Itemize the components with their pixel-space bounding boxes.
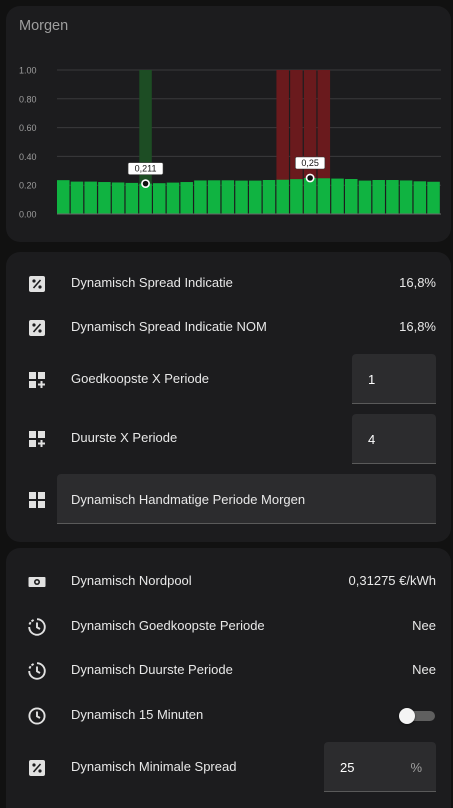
spread-indicator-nom-value: 16,8% <box>399 319 436 334</box>
expensive-period-marker <box>290 70 303 214</box>
price-bar <box>221 180 235 214</box>
cheapest-x-period-label: Goedkoopste X Periode <box>71 371 210 386</box>
spread-indicator-label: Dynamisch Spread Indicatie <box>71 275 233 290</box>
spread-indicator-nom-label: Dynamisch Spread Indicatie NOM <box>71 319 267 334</box>
expensive-x-period-label: Duurste X Periode <box>71 430 178 445</box>
price-bar <box>358 180 372 214</box>
clock-outline-icon <box>28 707 46 725</box>
annotation-point <box>305 173 315 183</box>
price-bar <box>180 182 193 214</box>
expensive-x-period-row: Duurste X Periode <box>6 417 451 461</box>
price-bar <box>98 182 111 214</box>
spread-indicator-row[interactable]: Dynamisch Spread Indicatie 16,8% <box>6 262 451 306</box>
expensive-x-period-value: 4 <box>368 432 376 447</box>
price-bar <box>276 179 289 214</box>
cheapest-period-label: Dynamisch Goedkoopste Periode <box>71 618 265 633</box>
quarter-hour-label: Dynamisch 15 Minuten <box>71 707 204 722</box>
cheapest-period-row[interactable]: Dynamisch Goedkoopste Periode Nee <box>6 605 451 649</box>
cheapest-period-marker <box>139 70 152 214</box>
min-spread-row: Dynamisch Minimale Spread <box>6 746 451 790</box>
annotation-label-box <box>295 156 326 170</box>
manual-period-row <box>6 478 451 522</box>
annotation-label-box <box>127 162 164 175</box>
nordpool-row[interactable]: Dynamisch Nordpool 0,31275 €/kWh <box>6 560 451 604</box>
nordpool-value: 0,31275 €/kWh <box>348 573 436 588</box>
price-bar <box>386 180 399 214</box>
cash-icon <box>28 577 46 587</box>
expensive-period-label: Dynamisch Duurste Periode <box>71 662 233 677</box>
y-tick-label: 0.20 <box>19 181 37 191</box>
cheapest-x-period-input[interactable]: 1 <box>352 354 436 404</box>
price-bar <box>111 182 125 214</box>
settings-card: Dynamisch Spread Indicatie 16,8% Dynamis… <box>6 252 451 542</box>
price-bar <box>399 180 413 214</box>
view-grid-plus-icon <box>29 372 45 388</box>
view-grid-plus-icon <box>29 431 45 447</box>
expensive-x-period-input[interactable]: 4 <box>352 414 436 464</box>
percent-box-icon <box>29 760 45 776</box>
toggle-track <box>405 711 435 721</box>
price-bar <box>331 178 344 214</box>
annotation-label: 0,211 <box>135 164 157 174</box>
cheapest-x-period-value: 1 <box>368 372 376 387</box>
price-bar <box>194 180 207 214</box>
expensive-period-marker <box>276 70 289 214</box>
y-tick-label: 1.00 <box>19 66 37 76</box>
status-card: Dynamisch Nordpool 0,31275 €/kWh Dynamis… <box>6 548 451 808</box>
y-tick-label: 0.00 <box>19 210 37 220</box>
price-bar <box>317 178 331 214</box>
price-bar <box>427 181 440 214</box>
manual-period-select[interactable]: Dynamisch Handmatige Periode Morgen <box>57 474 436 524</box>
quarter-hour-toggle[interactable] <box>399 708 435 724</box>
quarter-hour-row: Dynamisch 15 Minuten <box>6 694 451 738</box>
expensive-period-row[interactable]: Dynamisch Duurste Periode Nee <box>6 649 451 693</box>
expensive-period-marker <box>317 70 331 214</box>
y-tick-label: 0.60 <box>19 123 37 133</box>
price-bar <box>372 180 385 214</box>
price-bar <box>262 180 276 214</box>
timer-sand-icon <box>28 662 46 680</box>
annotation-label: 0,25 <box>301 158 319 168</box>
percent-box-icon <box>29 276 45 292</box>
manual-period-label: Dynamisch Handmatige Periode Morgen <box>71 492 306 507</box>
price-bar <box>139 183 152 214</box>
spread-indicator-value: 16,8% <box>399 275 436 290</box>
price-bar <box>125 182 139 214</box>
price-bar <box>70 181 84 214</box>
price-chart[interactable]: 0.00 0.20 0.40 0.60 0.80 1.00 0,211 0,25 <box>6 6 451 242</box>
min-spread-input[interactable]: 25 % <box>324 742 436 792</box>
y-tick-label: 0.80 <box>19 94 37 104</box>
price-bar <box>84 181 97 214</box>
min-spread-value: 25 <box>340 760 355 775</box>
min-spread-unit: % <box>410 760 422 775</box>
toggle-knob <box>399 708 415 724</box>
min-spread-label: Dynamisch Minimale Spread <box>71 759 237 774</box>
price-bar <box>153 183 166 214</box>
cheapest-x-period-row: Goedkoopste X Periode <box>6 358 451 402</box>
price-bar <box>166 182 180 214</box>
price-bar <box>235 180 248 214</box>
view-grid-icon <box>29 492 45 508</box>
annotation-point <box>141 179 150 189</box>
price-bar <box>413 181 427 214</box>
price-bar <box>303 178 317 214</box>
cheapest-period-value: Nee <box>412 618 436 633</box>
price-bar <box>207 180 221 214</box>
price-bar <box>290 179 303 214</box>
price-bar <box>249 180 262 214</box>
spread-indicator-nom-row[interactable]: Dynamisch Spread Indicatie NOM 16,8% <box>6 306 451 350</box>
timer-sand-icon <box>28 618 46 636</box>
expensive-period-value: Nee <box>412 662 436 677</box>
percent-box-icon <box>29 320 45 336</box>
chart-title: Morgen <box>19 18 69 34</box>
nordpool-label: Dynamisch Nordpool <box>71 573 192 588</box>
y-tick-label: 0.40 <box>19 152 37 162</box>
price-bar <box>57 180 70 214</box>
price-bar <box>345 179 358 214</box>
chart-card: Morgen 0.00 0.20 0.40 0.60 0.80 1.00 0,211 0,25 <box>6 6 451 242</box>
